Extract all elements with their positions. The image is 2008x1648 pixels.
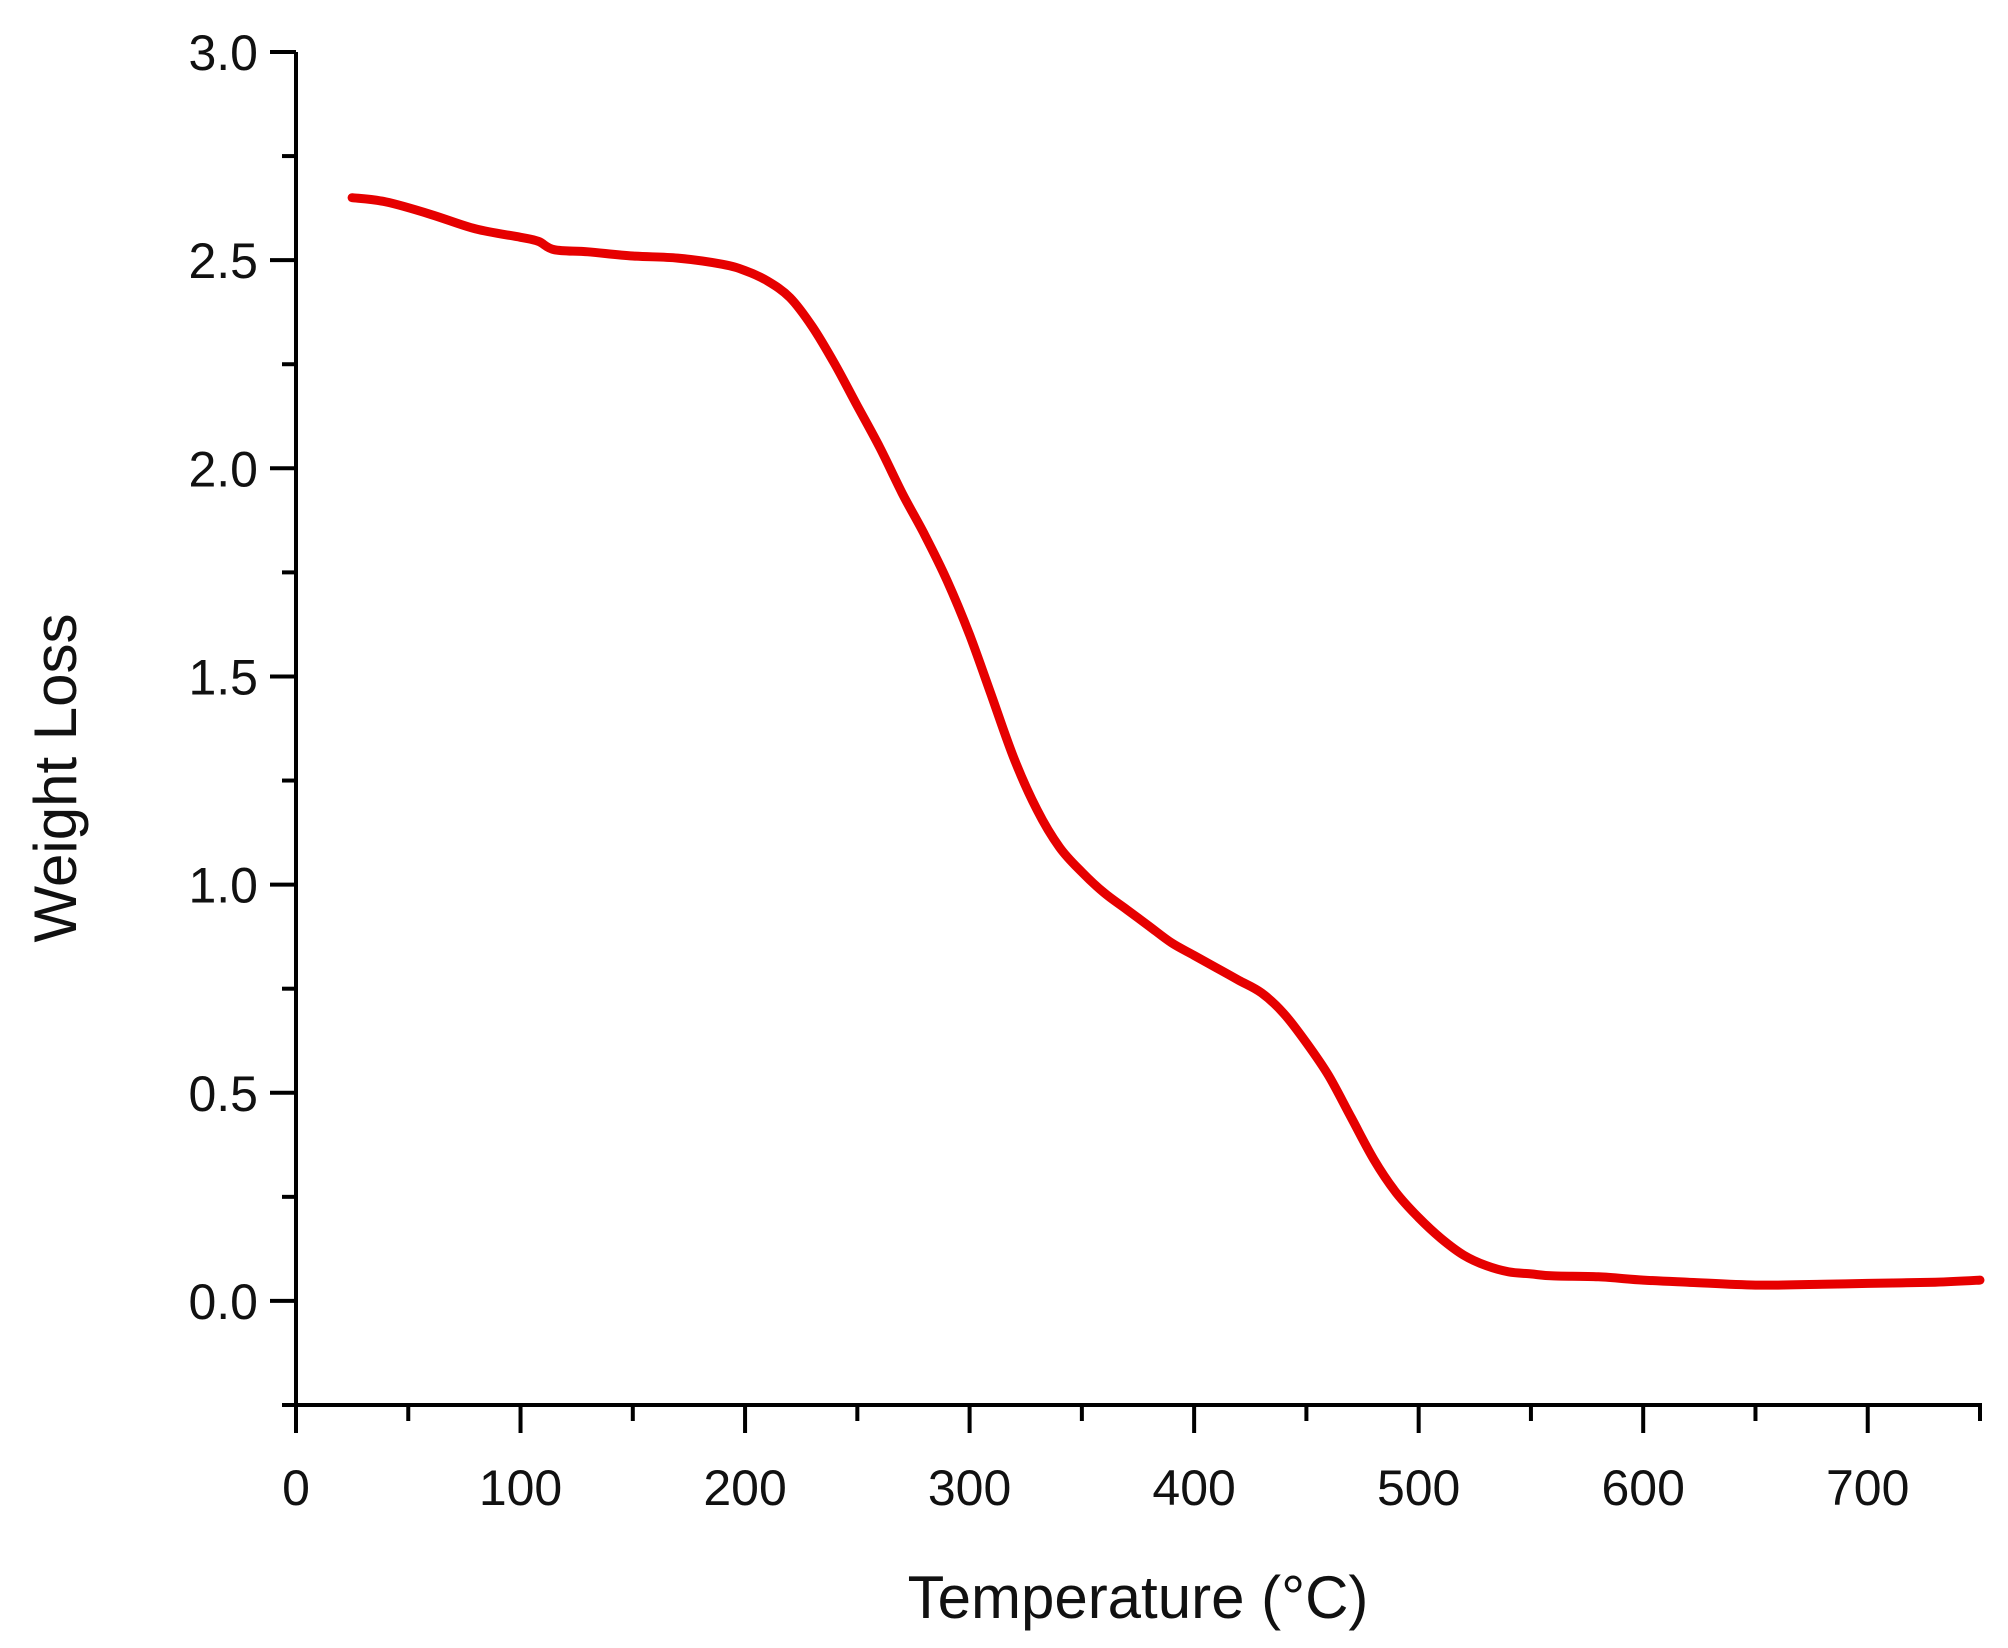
x-tick-label: 0 <box>282 1460 310 1516</box>
x-tick-label: 500 <box>1377 1460 1460 1516</box>
x-tick-label: 300 <box>928 1460 1011 1516</box>
y-tick-label: 2.0 <box>188 441 258 497</box>
y-tick-label: 3.0 <box>188 25 258 81</box>
axis-ticks <box>270 50 1982 1433</box>
x-tick-label: 100 <box>479 1460 562 1516</box>
axis-tick-labels: 0.0 0.5 1.0 1.5 2.0 2.5 3.0 0 100 200 300 400 500 600… <box>188 25 1909 1516</box>
x-tick-label: 700 <box>1826 1460 1909 1516</box>
axes <box>294 52 1982 1407</box>
y-tick-label: 2.5 <box>188 233 258 289</box>
y-tick-label: 0.5 <box>188 1066 258 1122</box>
x-tick-label: 400 <box>1152 1460 1235 1516</box>
y-tick-label: 0.0 <box>188 1274 258 1330</box>
y-tick-label: 1.0 <box>188 858 258 914</box>
x-tick-label: 200 <box>703 1460 786 1516</box>
y-tick-label: 1.5 <box>188 649 258 705</box>
x-axis-title: Temperature (°C) <box>908 1564 1369 1631</box>
data-line <box>347 193 1985 1290</box>
y-axis-title: Weight Loss <box>22 613 89 942</box>
x-tick-label: 600 <box>1601 1460 1684 1516</box>
